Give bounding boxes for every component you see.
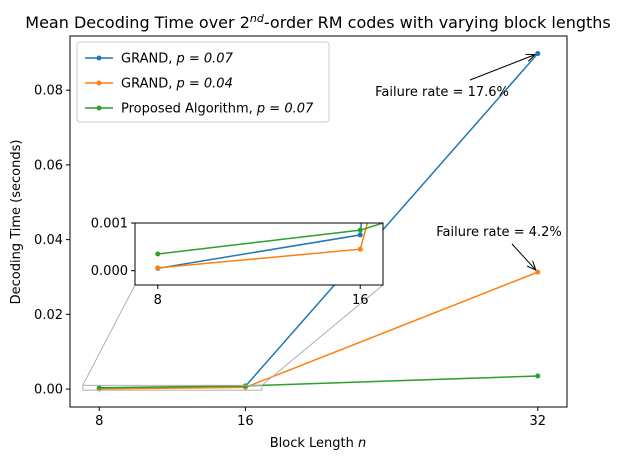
inset-series-2-point-0 bbox=[155, 251, 161, 257]
legend: GRAND, p = 0.07 GRAND, p = 0.04 Proposed A… bbox=[76, 41, 330, 123]
y-tick-label: 0.00 bbox=[34, 383, 63, 398]
series-line-1 bbox=[99, 271, 539, 390]
annotation-text-1: Failure rate = 4.2% bbox=[436, 225, 562, 240]
inset-y-tick-label: 0.000 bbox=[91, 264, 128, 279]
annotation-text-0: Failure rate = 17.6% bbox=[375, 85, 509, 100]
series-2-point-0 bbox=[96, 385, 102, 391]
inset-axes: 8 16 0.000 0.001 bbox=[91, 217, 384, 308]
inset-x-tick-label: 8 bbox=[154, 293, 162, 308]
series-1-point-2 bbox=[535, 269, 541, 275]
annotation-arrow-0 bbox=[469, 55, 535, 81]
inset-plot-area bbox=[155, 223, 383, 271]
legend-marker-2 bbox=[96, 105, 102, 111]
legend-marker-0 bbox=[96, 55, 102, 61]
legend-label-2: Proposed Algorithm, p = 0.07 bbox=[121, 102, 314, 117]
chart-title: Mean Decoding Time over 2nd-order RM cod… bbox=[25, 12, 610, 32]
series-2-point-1 bbox=[242, 383, 248, 389]
inset-series-1-point-1 bbox=[357, 246, 363, 252]
series-0-point-2 bbox=[535, 51, 541, 57]
inset-frame bbox=[134, 222, 384, 286]
y-tick-label: 0.02 bbox=[34, 308, 63, 323]
inset-series-1-point-0 bbox=[155, 265, 161, 271]
legend-box bbox=[76, 41, 330, 123]
zoom-connector-left bbox=[82, 284, 136, 386]
y-tick-label: 0.08 bbox=[34, 84, 63, 99]
legend-label-0: GRAND, p = 0.07 bbox=[121, 52, 234, 67]
inset-series-2-point-1 bbox=[357, 227, 363, 233]
inset-x-tick-label: 16 bbox=[352, 293, 369, 308]
x-tick-label: 8 bbox=[95, 414, 103, 429]
legend-label-1: GRAND, p = 0.04 bbox=[121, 77, 233, 92]
series-line-2 bbox=[99, 375, 538, 389]
annotations: Failure rate = 17.6% Failure rate = 4.2% bbox=[375, 55, 562, 270]
y-tick-label: 0.04 bbox=[34, 233, 63, 248]
annotation-arrow-1 bbox=[511, 243, 536, 270]
y-axis-label: Decoding Time (seconds) bbox=[9, 140, 24, 305]
inset-y-tick-label: 0.001 bbox=[91, 217, 128, 232]
legend-marker-1 bbox=[96, 80, 102, 86]
x-tick-label: 16 bbox=[237, 414, 254, 429]
x-axis-label: Block Length n bbox=[270, 436, 367, 451]
zoom-connector-right bbox=[261, 284, 384, 386]
x-tick-label: 32 bbox=[529, 414, 546, 429]
plot-frame bbox=[69, 35, 568, 408]
series-2-point-2 bbox=[535, 373, 541, 379]
inset-background bbox=[135, 223, 383, 285]
inset-series-0-point-1 bbox=[357, 232, 363, 238]
y-tick-label: 0.06 bbox=[34, 158, 63, 173]
main-axes: 8 16 32 0.00 0.02 0.04 0.06 0.08 bbox=[34, 35, 568, 429]
zoom-region bbox=[82, 384, 263, 391]
zoom-connector-lines bbox=[82, 284, 384, 391]
